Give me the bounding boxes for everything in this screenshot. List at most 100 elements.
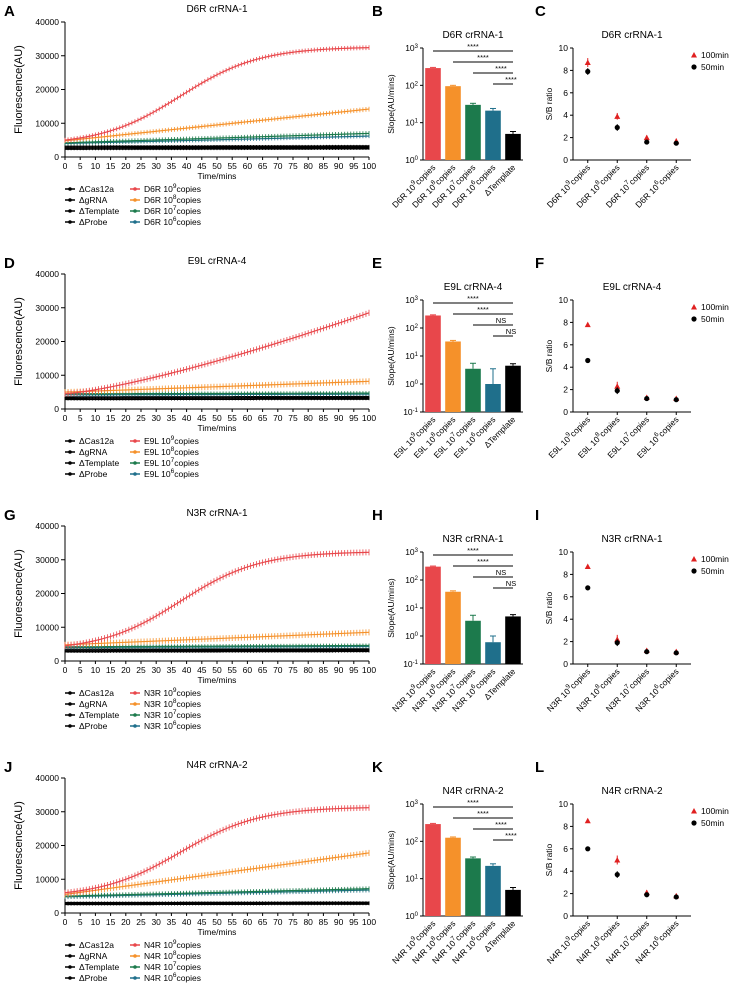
tick-base: 10: [405, 603, 415, 613]
x-tick-label: 85: [319, 665, 329, 675]
chart-title: D6R crRNA-1: [442, 30, 504, 41]
legend-label-text: ΔCas12a: [79, 688, 114, 698]
tick-base: 10: [405, 911, 415, 921]
tick-exponent: 0: [415, 912, 419, 918]
significance-label: ****: [467, 294, 479, 303]
x-tick-label: 90: [334, 161, 344, 171]
legend-item: ΔTemplate: [65, 206, 119, 216]
x-tick-label: 55: [227, 917, 237, 927]
x-tick-label-exponent: 8: [594, 935, 602, 943]
legend-marker: [133, 965, 137, 969]
x-tick-label-exponent: 8: [430, 683, 438, 691]
chart-title: D6R crRNA-1: [601, 30, 663, 41]
tick-base: 10: [405, 799, 415, 809]
legend-label-exponent: 8: [173, 698, 177, 705]
legend-label: N4R 107copies: [144, 961, 201, 972]
tick-exponent: 0: [415, 156, 419, 162]
x-tick-label: 95: [349, 917, 359, 927]
y-tick-label: 10: [559, 799, 569, 809]
significance-label: ****: [477, 557, 489, 566]
data-point: [614, 871, 620, 878]
legend-item: ΔProbe: [65, 721, 108, 731]
bar: [465, 368, 481, 412]
legend-label-exponent: 6: [173, 216, 177, 223]
legend-label-suffix: copies: [176, 951, 201, 961]
tick-exponent: 3: [415, 44, 419, 50]
legend-label-text: ΔTemplate: [79, 206, 119, 216]
x-tick-label-exponent: 9: [410, 431, 418, 439]
x-tick-label: 25: [136, 917, 146, 927]
legend-item: ΔgRNA: [65, 195, 108, 205]
legend-label-suffix: copies: [176, 962, 201, 972]
tick-exponent: 2: [415, 324, 419, 330]
tick-base: 10: [405, 323, 415, 333]
legend-label-text: ΔProbe: [79, 973, 108, 983]
significance-label: NS: [506, 327, 516, 336]
legend-marker: [691, 820, 697, 826]
x-tick-label-exponent: 9: [564, 179, 572, 187]
y-tick-label: 102: [405, 323, 418, 333]
bar: [425, 824, 441, 916]
x-tick-label: 100: [362, 665, 376, 675]
legend-label-text: E9L 10: [144, 447, 171, 457]
data-point: [673, 650, 679, 656]
y-tick-label: 10-1: [403, 659, 418, 669]
x-tick-label-exponent: 6: [653, 683, 661, 691]
y-tick-label: 0: [54, 656, 59, 666]
legend-label: ΔProbe: [79, 217, 108, 227]
x-tick-label: 50: [212, 161, 222, 171]
legend-label-text: ΔTemplate: [79, 458, 119, 468]
y-tick-label: 10-1: [403, 407, 418, 417]
y-tick-label: 20000: [35, 589, 59, 599]
panel-letter: G: [4, 507, 16, 524]
legend-marker: [68, 976, 72, 980]
legend-label: ΔTemplate: [79, 206, 119, 216]
legend-label-exponent: 9: [173, 183, 177, 190]
tick-base: 10: [405, 43, 415, 53]
legend-label-exponent: 8: [173, 194, 177, 201]
y-tick-label: 101: [405, 603, 418, 613]
x-tick-label: 15: [106, 665, 116, 675]
significance-label: ****: [505, 75, 517, 84]
series--cas12a: [64, 144, 370, 148]
legend-marker: [133, 713, 137, 717]
bar: [465, 620, 481, 664]
tick-exponent: 3: [415, 296, 419, 302]
legend-label-text: N4R 10: [144, 940, 173, 950]
data-point: [644, 649, 650, 655]
x-tick-label: 15: [106, 917, 116, 927]
y-tick-label: 0: [563, 155, 568, 165]
legend-label-text: N4R 10: [144, 962, 173, 972]
tick-exponent: 1: [415, 875, 419, 881]
y-tick-label: 40000: [35, 17, 59, 27]
legend-marker: [133, 472, 137, 476]
legend-label-text: ΔCas12a: [79, 436, 114, 446]
y-tick-label: 20000: [35, 337, 59, 347]
x-tick-label: 60: [243, 413, 253, 423]
x-tick-label: 65: [258, 161, 268, 171]
y-axis-label: S/B ratio: [544, 843, 554, 876]
series-n3r-10-7copies: [64, 643, 370, 649]
x-tick-label-exponent: 8: [430, 431, 438, 439]
legend-item: ΔgRNA: [65, 951, 108, 961]
legend-item: E9L 107copies: [130, 457, 199, 468]
x-tick-label: 15: [106, 161, 116, 171]
legend-label: N3R 109copies: [144, 687, 201, 698]
legend-item: N3R 108copies: [130, 698, 201, 709]
x-tick-label-suffix: copies: [597, 162, 621, 186]
y-tick-label: 6: [563, 844, 568, 854]
x-tick-label: 65: [258, 917, 268, 927]
bar: [425, 315, 441, 412]
x-tick-label: 60: [243, 665, 253, 675]
tick-exponent: 0: [415, 632, 419, 638]
legend-label: 50min: [701, 818, 724, 828]
y-tick-label: 100: [405, 631, 418, 641]
tick-exponent: 2: [415, 576, 419, 582]
x-tick-label: 15: [106, 413, 116, 423]
legend-label: D6R 106copies: [144, 216, 201, 227]
x-tick-label-exponent: 8: [594, 683, 602, 691]
data-point: [673, 140, 679, 146]
legend-label-suffix: copies: [176, 206, 201, 216]
chart-title: E9L crRNA-4: [603, 282, 662, 293]
bar: [445, 86, 461, 160]
